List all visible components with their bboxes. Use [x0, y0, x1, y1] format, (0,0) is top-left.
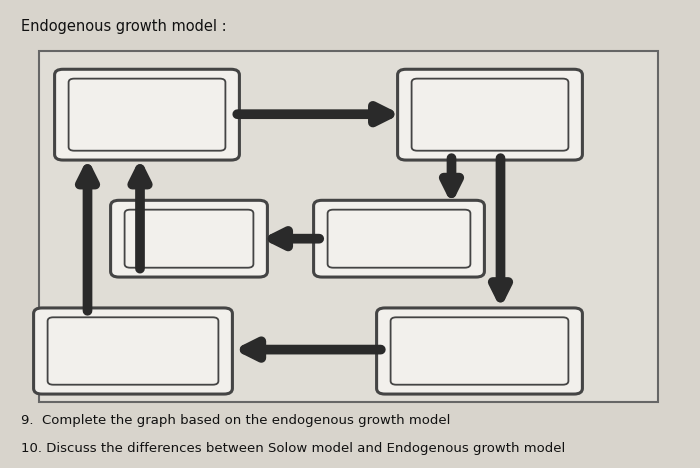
- Text: Endogenous growth model :: Endogenous growth model :: [21, 19, 227, 34]
- FancyBboxPatch shape: [328, 210, 470, 268]
- FancyBboxPatch shape: [377, 308, 582, 394]
- Bar: [38, 51, 658, 402]
- Text: 9.  Complete the graph based on the endogenous growth model: 9. Complete the graph based on the endog…: [21, 414, 450, 427]
- FancyBboxPatch shape: [34, 308, 232, 394]
- FancyBboxPatch shape: [111, 200, 267, 277]
- FancyBboxPatch shape: [55, 69, 239, 160]
- FancyBboxPatch shape: [125, 210, 253, 268]
- FancyBboxPatch shape: [398, 69, 582, 160]
- FancyBboxPatch shape: [412, 79, 568, 151]
- FancyBboxPatch shape: [48, 317, 218, 385]
- FancyBboxPatch shape: [391, 317, 568, 385]
- FancyBboxPatch shape: [314, 200, 484, 277]
- Text: 10. Discuss the differences between Solow model and Endogenous growth model: 10. Discuss the differences between Solo…: [21, 442, 566, 455]
- FancyBboxPatch shape: [69, 79, 225, 151]
